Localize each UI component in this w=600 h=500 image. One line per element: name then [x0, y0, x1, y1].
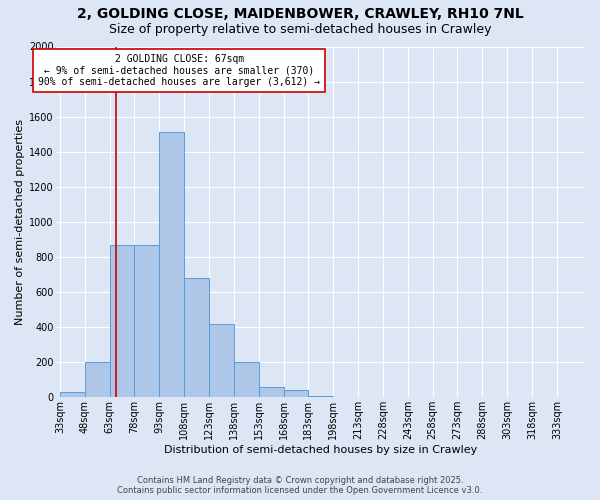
- Bar: [60, 392, 85, 398]
- Bar: [284, 390, 308, 398]
- Bar: [134, 244, 159, 398]
- Y-axis label: Number of semi-detached properties: Number of semi-detached properties: [15, 119, 25, 325]
- Text: Size of property relative to semi-detached houses in Crawley: Size of property relative to semi-detach…: [109, 22, 491, 36]
- Bar: [85, 362, 110, 398]
- Bar: [159, 132, 184, 398]
- Bar: [234, 362, 259, 398]
- Bar: [259, 387, 284, 398]
- Bar: [110, 244, 134, 398]
- Text: Contains HM Land Registry data © Crown copyright and database right 2025.
Contai: Contains HM Land Registry data © Crown c…: [118, 476, 482, 495]
- Bar: [184, 278, 209, 398]
- X-axis label: Distribution of semi-detached houses by size in Crawley: Distribution of semi-detached houses by …: [164, 445, 478, 455]
- Text: 2, GOLDING CLOSE, MAIDENBOWER, CRAWLEY, RH10 7NL: 2, GOLDING CLOSE, MAIDENBOWER, CRAWLEY, …: [77, 8, 523, 22]
- Bar: [308, 396, 333, 398]
- Bar: [209, 324, 234, 398]
- Text: 2 GOLDING CLOSE: 67sqm
← 9% of semi-detached houses are smaller (370)
90% of sem: 2 GOLDING CLOSE: 67sqm ← 9% of semi-deta…: [38, 54, 320, 86]
